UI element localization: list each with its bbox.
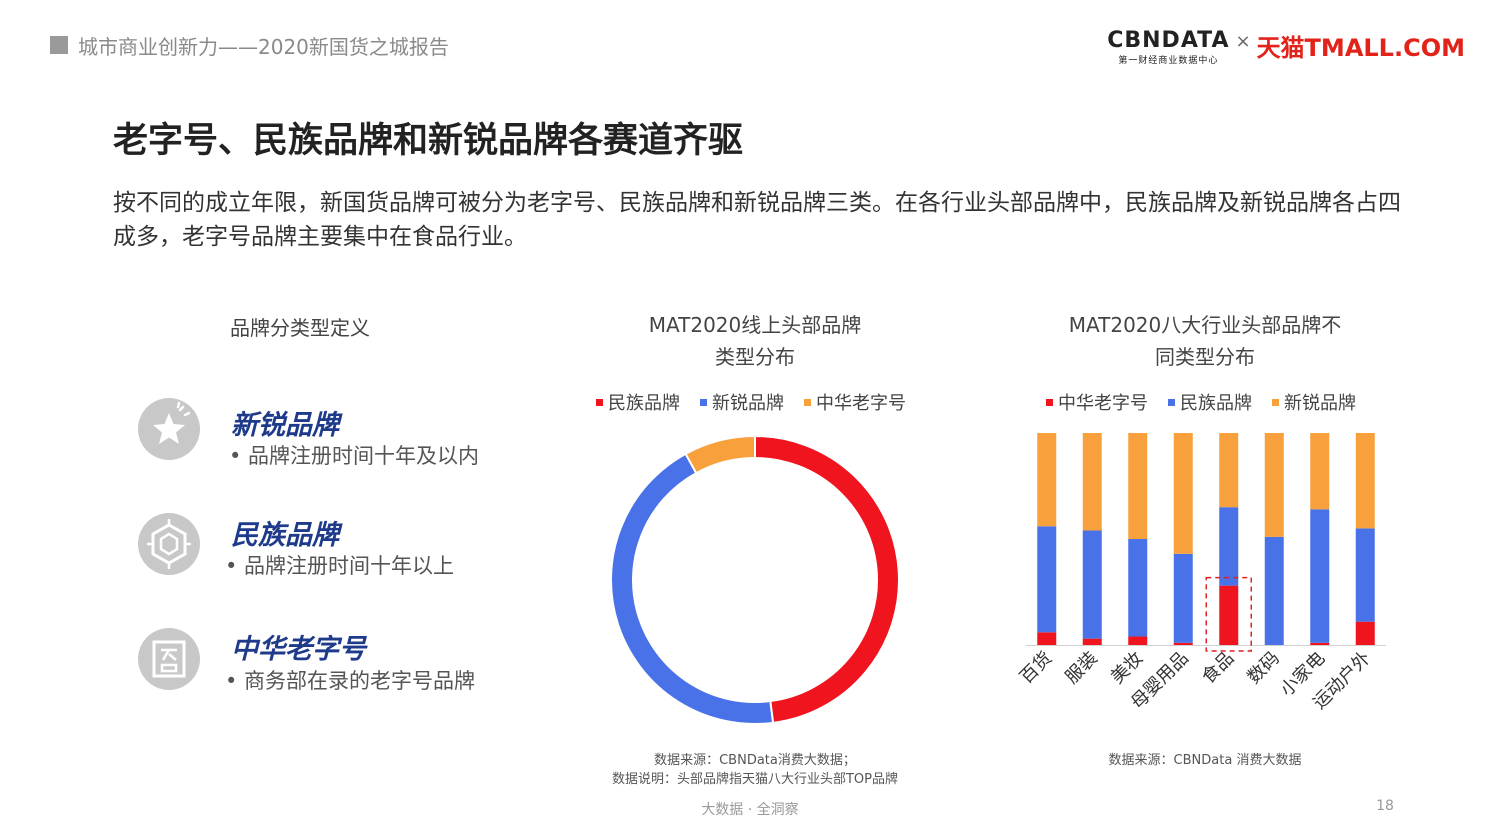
bar-segment xyxy=(1264,433,1284,537)
report-title: 城市商业创新力——2020新国货之城报告 xyxy=(78,35,449,59)
donut-legend: 民族品牌 新锐品牌 中华老字号 xyxy=(596,389,906,415)
highlight-box xyxy=(1205,576,1252,652)
bar-segment xyxy=(1082,638,1102,645)
definition-item xyxy=(138,513,200,575)
bar-segment xyxy=(1082,530,1102,639)
donut-source: 数据来源：CBNData消费大数据； 数据说明：头部品牌指天猫八大行业头部TOP… xyxy=(611,753,898,787)
bar-segment xyxy=(1173,642,1193,645)
definition-item xyxy=(138,398,200,460)
category-name-new: 新锐品牌 xyxy=(231,410,339,441)
donut-chart xyxy=(610,434,901,725)
bar-segment xyxy=(1219,433,1239,508)
x-tick-label: 美妆 xyxy=(1107,648,1147,688)
legend-item-national: 民族品牌 xyxy=(596,389,680,415)
bar-segment xyxy=(1037,632,1057,645)
definition-item xyxy=(138,628,200,690)
x-tick-label: 数码 xyxy=(1243,648,1283,688)
bar-segment xyxy=(1264,536,1284,645)
category-desc-national: • 品牌注册时间十年以上 xyxy=(225,554,455,578)
definitions-title: 品牌分类型定义 xyxy=(230,316,370,340)
bar-legend: 中华老字号 民族品牌 新锐品牌 xyxy=(1046,389,1356,415)
bar-segment xyxy=(1219,585,1239,645)
donut-slice xyxy=(610,452,775,725)
bar-segment xyxy=(1310,509,1330,643)
footer-slogan: 大数据 · 全洞察 xyxy=(701,802,799,818)
partner-logos: CBNDATA 第一财经商业数据中心 × 天猫TMALL.COM xyxy=(1107,28,1465,68)
legend-item-new: 新锐品牌 xyxy=(700,389,784,415)
seal-icon xyxy=(138,628,200,690)
tmall-logo: 天猫TMALL.COM xyxy=(1256,34,1465,62)
bar-segment xyxy=(1128,636,1148,645)
bar-segment xyxy=(1310,642,1330,645)
category-name-oldbrand: 中华老字号 xyxy=(231,634,366,665)
x-tick-label: 食品 xyxy=(1198,648,1238,688)
bar-segment xyxy=(1355,433,1375,529)
bar-segment xyxy=(1173,433,1193,554)
bar-segment xyxy=(1310,433,1330,510)
bar-segment xyxy=(1355,528,1375,622)
donut-slice xyxy=(684,434,756,475)
legend-item-new: 新锐品牌 xyxy=(1272,389,1356,415)
cbndata-logo: CBNDATA 第一财经商业数据中心 xyxy=(1107,28,1230,66)
bar-segment xyxy=(1082,433,1102,531)
category-name-national: 民族品牌 xyxy=(231,520,339,551)
slide-description: 按不同的成立年限，新国货品牌可被分为老字号、民族品牌和新锐品牌三类。在各行业头部… xyxy=(113,190,1401,250)
bar-segment xyxy=(1037,526,1057,633)
page-number: 18 xyxy=(1376,798,1394,814)
bar-segment xyxy=(1173,553,1193,643)
category-desc-new: • 品牌注册时间十年及以内 xyxy=(229,444,480,468)
slide-title: 老字号、民族品牌和新锐品牌各赛道齐驱 xyxy=(113,121,744,161)
bar-chart-title: MAT2020八大行业头部品牌不 同类型分布 xyxy=(1068,313,1342,369)
legend-item-oldbrand: 中华老字号 xyxy=(1046,389,1148,415)
bar-segment xyxy=(1128,433,1148,539)
header-square-icon xyxy=(50,36,68,54)
bar-segment xyxy=(1219,507,1239,586)
donut-chart-title: MAT2020线上头部品牌 类型分布 xyxy=(648,313,862,369)
category-desc-oldbrand: • 商务部在录的老字号品牌 xyxy=(225,669,476,693)
bar-segment xyxy=(1355,621,1375,645)
bar-segment xyxy=(1128,539,1148,637)
legend-item-national: 民族品牌 xyxy=(1168,389,1252,415)
x-tick-label: 百货 xyxy=(1016,648,1056,688)
hexagon-emblem-icon xyxy=(138,513,200,575)
star-badge-icon xyxy=(138,398,200,460)
logo-separator: × xyxy=(1235,31,1251,52)
bar-source: 数据来源：CBNData 消费大数据 xyxy=(1108,753,1302,768)
x-tick-label: 服装 xyxy=(1061,648,1101,688)
legend-item-oldbrand: 中华老字号 xyxy=(804,389,906,415)
donut-slice xyxy=(754,434,901,724)
bar-segment xyxy=(1037,433,1057,527)
